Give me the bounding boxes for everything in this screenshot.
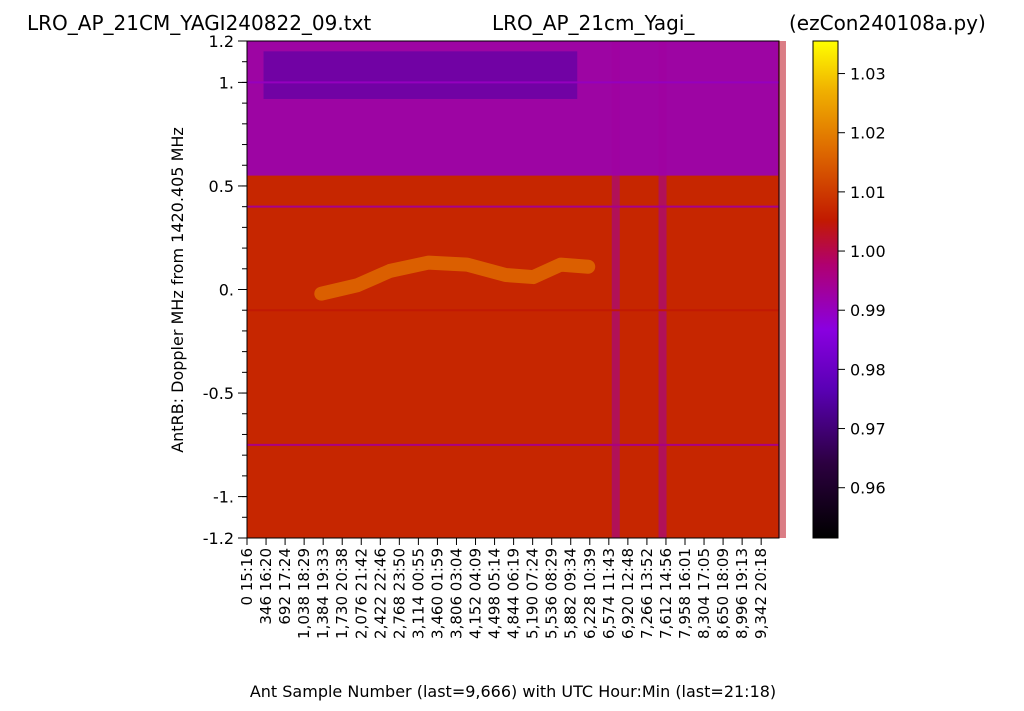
chart-title-file: LRO_AP_21CM_YAGI240822_09.txt <box>27 11 371 35</box>
heatmap-plot-area <box>247 41 786 538</box>
x-tick-label: 5,536 08:29 <box>543 548 561 639</box>
x-tick-label: 4,152 04:09 <box>467 548 485 639</box>
vertical-streak <box>777 41 786 538</box>
x-tick-label: 3,114 00:55 <box>409 548 427 639</box>
colorbar-tick-label: 0.98 <box>850 360 886 379</box>
x-tick-label: 8,304 17:05 <box>695 548 713 639</box>
x-tick-label: 5,190 07:24 <box>524 548 542 639</box>
chart-title-program: (ezCon240108a.py) <box>789 11 986 35</box>
x-tick-label: 0 15:16 <box>238 548 256 606</box>
colorbar-tick-label: 0.99 <box>850 301 886 320</box>
x-tick-label: 7,958 16:01 <box>676 548 694 639</box>
y-axis: 1.2 1. 0.5 0. -0.5 -1. -1.2 <box>203 32 247 548</box>
x-axis-label: Ant Sample Number (last=9,666) with UTC … <box>250 682 776 701</box>
x-axis: 0 15:16 346 16:20 692 17:24 1,038 18:29 1,38… <box>238 538 770 639</box>
x-tick-label: 346 16:20 <box>257 548 275 625</box>
chart-title-antenna: LRO_AP_21cm_Yagi_ <box>492 11 695 35</box>
x-tick-label: 4,498 05:14 <box>486 548 504 639</box>
x-tick-label: 8,650 18:09 <box>714 548 732 639</box>
colorbar-axis: 1.03 1.02 1.01 1.00 0.99 0.98 0.97 0.96 <box>838 65 886 498</box>
x-tick-label: 6,574 11:43 <box>600 548 618 639</box>
x-tick-label: 7,266 13:52 <box>638 548 656 639</box>
colorbar-tick-label: 0.97 <box>850 420 886 439</box>
x-tick-label: 9,342 20:18 <box>752 548 770 639</box>
x-tick-label: 8,996 19:13 <box>733 548 751 639</box>
x-tick-label: 1,384 19:33 <box>314 548 332 639</box>
x-tick-label: 1,038 18:29 <box>295 548 313 639</box>
colorbar <box>812 40 839 539</box>
x-tick-label: 6,920 12:48 <box>619 548 637 639</box>
x-tick-label: 3,460 01:59 <box>428 548 446 639</box>
colorbar-tick-label: 1.00 <box>850 242 886 261</box>
x-tick-label: 692 17:24 <box>276 548 294 625</box>
x-tick-label: 6,228 10:39 <box>581 548 599 639</box>
y-tick-label: 0. <box>219 281 234 300</box>
x-tick-label: 1,730 20:38 <box>333 548 351 639</box>
x-tick-label: 3,806 03:04 <box>447 548 465 639</box>
y-tick-label: 1.2 <box>209 32 234 51</box>
upper-band-minimum <box>263 51 578 99</box>
x-tick-label: 2,768 23:50 <box>390 548 408 639</box>
y-tick-label: -1.2 <box>203 529 234 548</box>
colorbar-tick-label: 1.02 <box>850 124 886 143</box>
vertical-streak <box>611 41 620 538</box>
x-tick-label: 5,882 09:34 <box>562 548 580 639</box>
y-axis-label: AntRB: Doppler MHz from 1420.405 MHz <box>168 127 187 453</box>
vertical-streak <box>658 41 667 538</box>
x-tick-label: 2,422 22:46 <box>371 548 389 639</box>
x-tick-label: 7,612 14:56 <box>657 548 675 639</box>
y-tick-label: 1. <box>219 73 234 92</box>
colorbar-tick-label: 1.03 <box>850 65 886 84</box>
x-tick-label: 4,844 06:19 <box>505 548 523 639</box>
x-tick-label: 2,076 21:42 <box>352 548 370 639</box>
y-tick-label: 0.5 <box>209 177 234 196</box>
colorbar-tick-label: 1.01 <box>850 183 886 202</box>
y-tick-label: -1. <box>213 488 234 507</box>
hydrogen-emission-arc <box>314 255 596 301</box>
colorbar-tick-label: 0.96 <box>850 479 886 498</box>
y-tick-label: -0.5 <box>203 384 234 403</box>
